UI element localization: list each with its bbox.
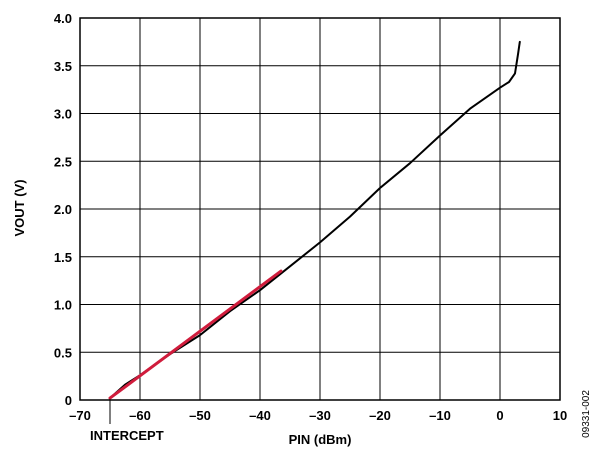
y-tick-label: 2.0 bbox=[54, 202, 72, 217]
y-tick-label: 4.0 bbox=[54, 11, 72, 26]
x-tick-label: –40 bbox=[249, 408, 271, 423]
x-axis-label: PIN (dBm) bbox=[289, 432, 352, 447]
x-tick-label: –70 bbox=[69, 408, 91, 423]
x-tick-label: –50 bbox=[189, 408, 211, 423]
x-tick-label: –10 bbox=[429, 408, 451, 423]
x-tick-labels: –70 –60 –50 –40 –30 –20 –10 0 10 bbox=[69, 408, 567, 423]
y-tick-label: 0.5 bbox=[54, 345, 72, 360]
y-tick-label: 3.0 bbox=[54, 107, 72, 122]
intercept-fit-line bbox=[108, 269, 283, 400]
x-tick-label: 10 bbox=[553, 408, 567, 423]
x-tick-label: 0 bbox=[496, 408, 503, 423]
grid bbox=[79, 17, 561, 401]
intercept-label: INTERCEPT bbox=[90, 428, 164, 443]
y-axis-label: VOUT (V) bbox=[12, 179, 27, 236]
annotations: INTERCEPT bbox=[90, 400, 164, 443]
y-tick-label: 1.0 bbox=[54, 298, 72, 313]
x-tick-label: –30 bbox=[309, 408, 331, 423]
vout-curve bbox=[109, 40, 521, 400]
figure-id: 09331-002 bbox=[581, 390, 592, 438]
data-series bbox=[108, 40, 521, 400]
plot-frame bbox=[79, 17, 561, 401]
y-tick-label: 1.5 bbox=[54, 250, 72, 265]
y-tick-label: 3.5 bbox=[54, 59, 72, 74]
y-tick-labels: 0 0.5 1.0 1.5 2.0 2.5 3.0 3.5 4.0 bbox=[54, 11, 72, 408]
y-tick-label: 0 bbox=[65, 393, 72, 408]
x-tick-label: –60 bbox=[129, 408, 151, 423]
x-tick-label: –20 bbox=[369, 408, 391, 423]
y-tick-label: 2.5 bbox=[54, 154, 72, 169]
